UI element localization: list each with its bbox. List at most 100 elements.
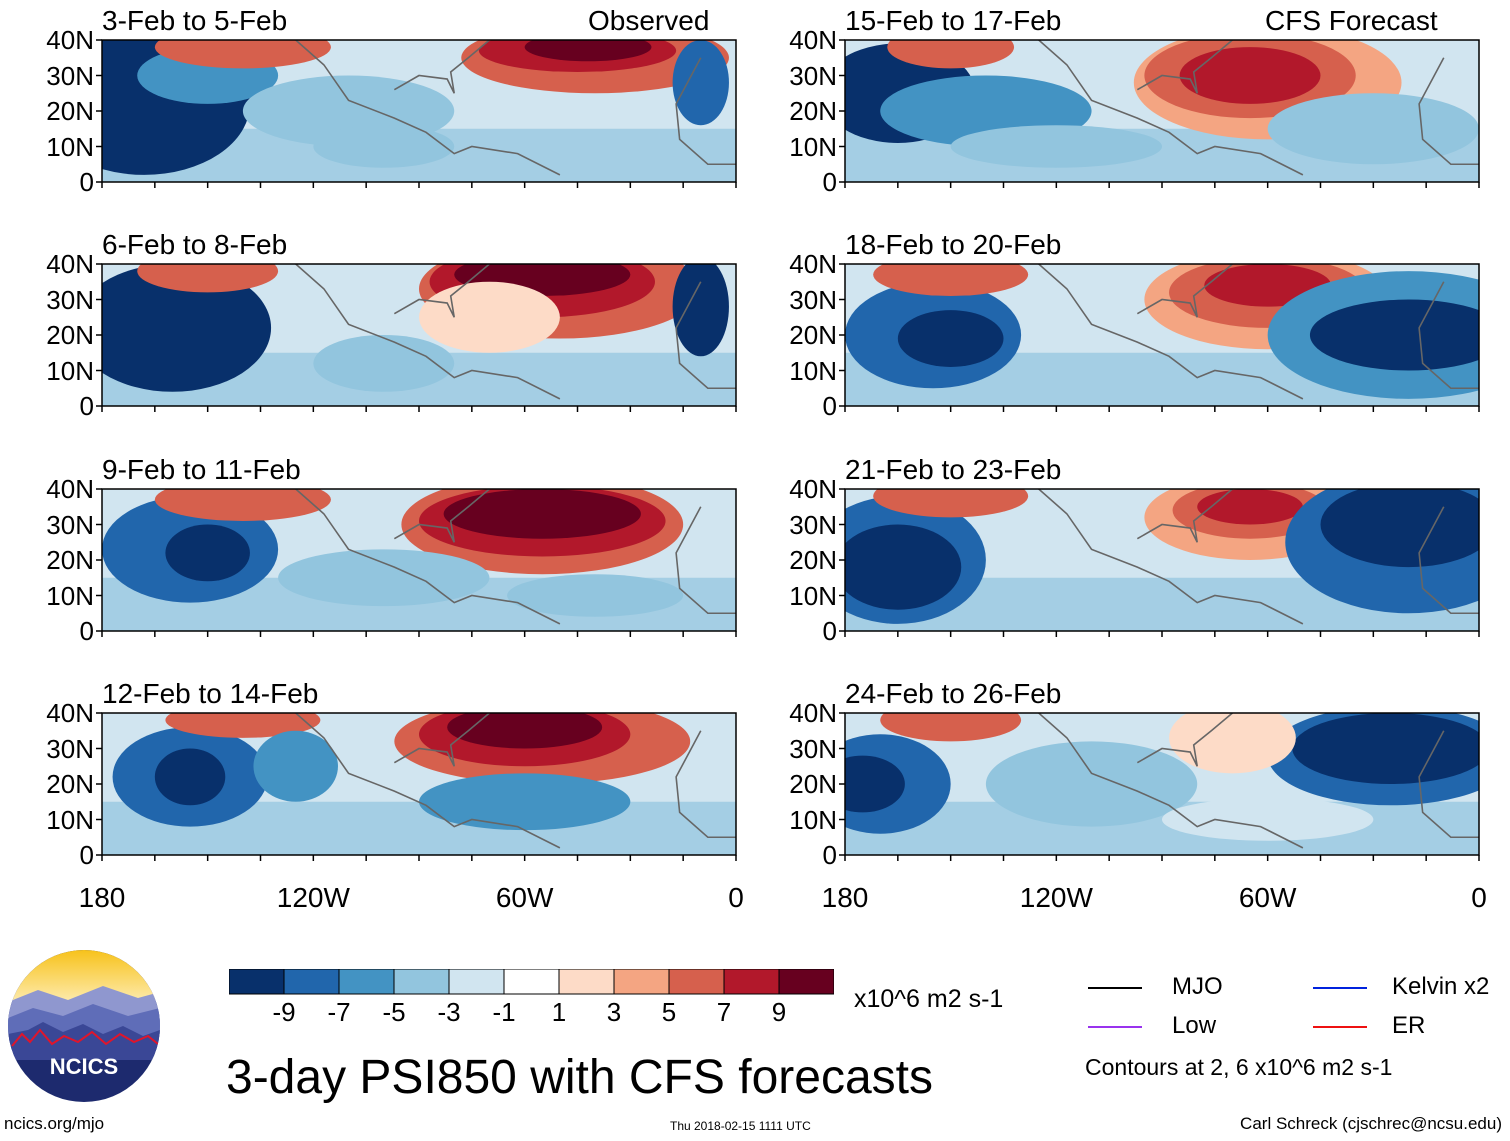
- psi-anomaly-area: [845, 524, 962, 610]
- y-tick-label: 0: [79, 391, 94, 421]
- map-panel: [839, 263, 1480, 412]
- x-tick-label: 60W: [495, 882, 554, 913]
- footer-author: Carl Schreck (cjschrec@ncsu.edu): [1240, 1114, 1502, 1133]
- y-tick-label: 20N: [789, 769, 837, 799]
- y-tick-label: 10N: [46, 131, 94, 162]
- colorbar-tick-label: -5: [382, 997, 406, 1027]
- y-tick-label: 0: [822, 616, 837, 646]
- y-tick-label: 40N: [789, 249, 837, 279]
- colorbar-tick-label: -7: [327, 997, 351, 1027]
- coastline: [295, 264, 736, 400]
- map-panel: [839, 488, 1480, 637]
- y-tick-label: 30N: [46, 60, 94, 91]
- y-tick-label: 30N: [789, 509, 837, 540]
- psi-anomaly-area: [154, 748, 226, 806]
- y-tick-label: 10N: [46, 355, 94, 386]
- y-tick-label: 20N: [46, 96, 94, 126]
- psi-anomaly-area: [880, 713, 1022, 742]
- colorbar-swatch: [229, 969, 285, 995]
- colorbar: [229, 969, 834, 995]
- colorbar-swatch: [613, 969, 670, 995]
- psi-anomaly-area: [1169, 713, 1296, 774]
- x-tick-label: 0: [1471, 882, 1487, 913]
- legend-label-er: ER: [1392, 1012, 1426, 1039]
- ncics-logo: NCICS: [8, 950, 160, 1102]
- y-tick-label: 20N: [46, 769, 94, 799]
- psi-anomaly-area: [165, 524, 250, 582]
- y-tick-label: 40N: [789, 474, 837, 504]
- y-tick-label: 40N: [789, 698, 837, 728]
- y-tick-label: 30N: [46, 509, 94, 540]
- legend-label-low: Low: [1172, 1012, 1217, 1039]
- psi-anomaly-area: [165, 713, 321, 738]
- psi-anomaly-area: [1162, 798, 1374, 841]
- y-tick-label: 10N: [789, 131, 837, 162]
- y-tick-label: 30N: [46, 733, 94, 764]
- psi-anomaly-area: [1197, 489, 1303, 525]
- y-tick-label: 10N: [46, 580, 94, 611]
- legend-label-kelvin: Kelvin x2: [1392, 973, 1490, 1000]
- x-tick-label: 120W: [276, 882, 350, 913]
- y-tick-label: 0: [79, 840, 94, 870]
- y-tick-label: 30N: [46, 284, 94, 315]
- colorbar-tick-label: -9: [272, 997, 296, 1027]
- y-tick-label: 40N: [46, 698, 94, 728]
- psi-anomaly-area: [1292, 713, 1479, 784]
- psi-anomaly-area: [419, 773, 631, 831]
- legend-swatch-mjo: [1088, 987, 1142, 989]
- psi-anomaly-area: [887, 40, 1015, 69]
- y-tick-label: 40N: [46, 474, 94, 504]
- logo-text: NCICS: [50, 1054, 118, 1079]
- colorbar-tick-label: -3: [437, 997, 461, 1027]
- y-tick-label: 10N: [789, 580, 837, 611]
- psi-anomaly-area: [873, 264, 1029, 296]
- y-tick-label: 40N: [789, 25, 837, 55]
- x-tick-label: 60W: [1238, 882, 1297, 913]
- panel-title: 6-Feb to 8-Feb: [102, 229, 288, 260]
- psi-anomaly-area: [419, 281, 560, 353]
- forecast-label: CFS Forecast: [1265, 5, 1438, 36]
- legend-label-mjo: MJO: [1172, 973, 1223, 1000]
- psi-anomaly-area: [253, 730, 338, 802]
- y-tick-label: 20N: [789, 545, 837, 575]
- legend-swatch-low: [1088, 1026, 1142, 1028]
- panel-title: 12-Feb to 14-Feb: [102, 678, 319, 709]
- y-tick-label: 10N: [789, 355, 837, 386]
- coastline: [1038, 489, 1479, 625]
- y-tick-label: 0: [79, 167, 94, 197]
- psi-anomaly-area: [447, 713, 603, 749]
- y-tick-label: 30N: [789, 733, 837, 764]
- colorbar-tick-label: 3: [606, 997, 622, 1027]
- colorbar-swatch: [668, 969, 725, 995]
- psi-anomaly-area: [1320, 489, 1479, 568]
- y-tick-label: 20N: [789, 96, 837, 126]
- psi-anomaly-area: [897, 310, 1004, 367]
- y-tick-label: 0: [822, 840, 837, 870]
- colorbar-tick-label: 5: [661, 997, 677, 1027]
- colorbar-tick-label: 7: [716, 997, 732, 1027]
- contour-note: Contours at 2, 6 x10^6 m2 s-1: [1085, 1054, 1393, 1080]
- psi-anomaly-area: [524, 40, 652, 62]
- footer-url[interactable]: ncics.org/mjo: [4, 1114, 105, 1133]
- panel-title: 18-Feb to 20-Feb: [845, 229, 1062, 260]
- map-panel: [839, 39, 1480, 188]
- psi-anomaly-area: [102, 264, 272, 392]
- map-panel: [839, 712, 1480, 861]
- colorbar-swatch: [448, 969, 505, 995]
- footer-timestamp: Thu 2018-02-15 1111 UTC: [670, 1119, 811, 1133]
- psi-anomaly-area: [443, 489, 641, 539]
- colorbar-swatch: [393, 969, 450, 995]
- psi-anomaly-area: [845, 755, 905, 813]
- x-tick-label: 120W: [1019, 882, 1093, 913]
- y-tick-label: 10N: [46, 804, 94, 835]
- map-panel: [96, 39, 737, 188]
- colorbar-swatch: [503, 969, 560, 995]
- map-panel: [96, 488, 737, 637]
- y-tick-label: 20N: [46, 320, 94, 350]
- y-tick-label: 20N: [789, 320, 837, 350]
- psi-anomaly-area: [672, 40, 729, 126]
- colorbar-swatch: [723, 969, 780, 995]
- y-tick-label: 0: [822, 167, 837, 197]
- coastline: [295, 40, 736, 176]
- coastline: [295, 713, 736, 849]
